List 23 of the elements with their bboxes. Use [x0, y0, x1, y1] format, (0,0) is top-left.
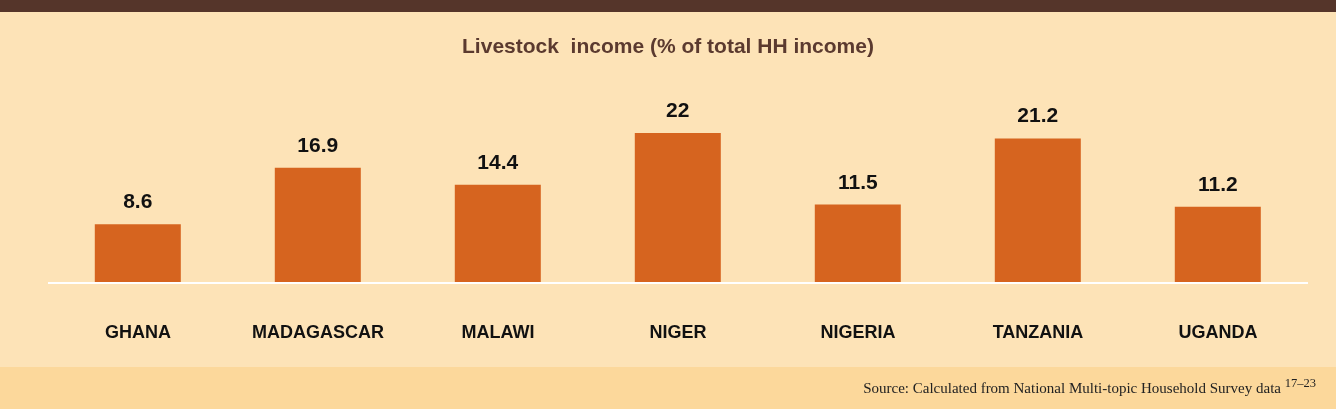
bar — [1174, 206, 1261, 283]
x-tick-label: TANZANIA — [992, 321, 1084, 342]
bar — [994, 138, 1081, 283]
x-tick-label: NIGERIA — [820, 321, 896, 342]
data-label: 11.5 — [837, 169, 878, 193]
x-tick-label: NIGER — [649, 321, 707, 342]
source-note: Source: Calculated from National Multi-topic Household Survey data $^{17–23}$ — [863, 376, 1316, 397]
data-label: 22 — [666, 98, 690, 121]
data-label: 11.2 — [1197, 171, 1238, 195]
bar — [454, 184, 541, 283]
bar — [634, 133, 721, 283]
data-label: 8.6 — [123, 189, 153, 213]
data-label: 16.9 — [297, 132, 339, 156]
x-tick-label: MADAGASCAR — [252, 321, 384, 342]
bar — [274, 167, 361, 283]
x-tick-label: UGANDA — [1178, 321, 1258, 342]
data-label: 14.4 — [477, 149, 519, 173]
data-label: 21.2 — [1017, 103, 1059, 127]
x-tick-label: GHANA — [105, 321, 171, 342]
bar — [94, 224, 181, 283]
x-tick-label: MALAWI — [461, 321, 535, 342]
chart-title: Livestock income (% of total HH income) — [461, 34, 875, 58]
bar — [814, 204, 901, 283]
